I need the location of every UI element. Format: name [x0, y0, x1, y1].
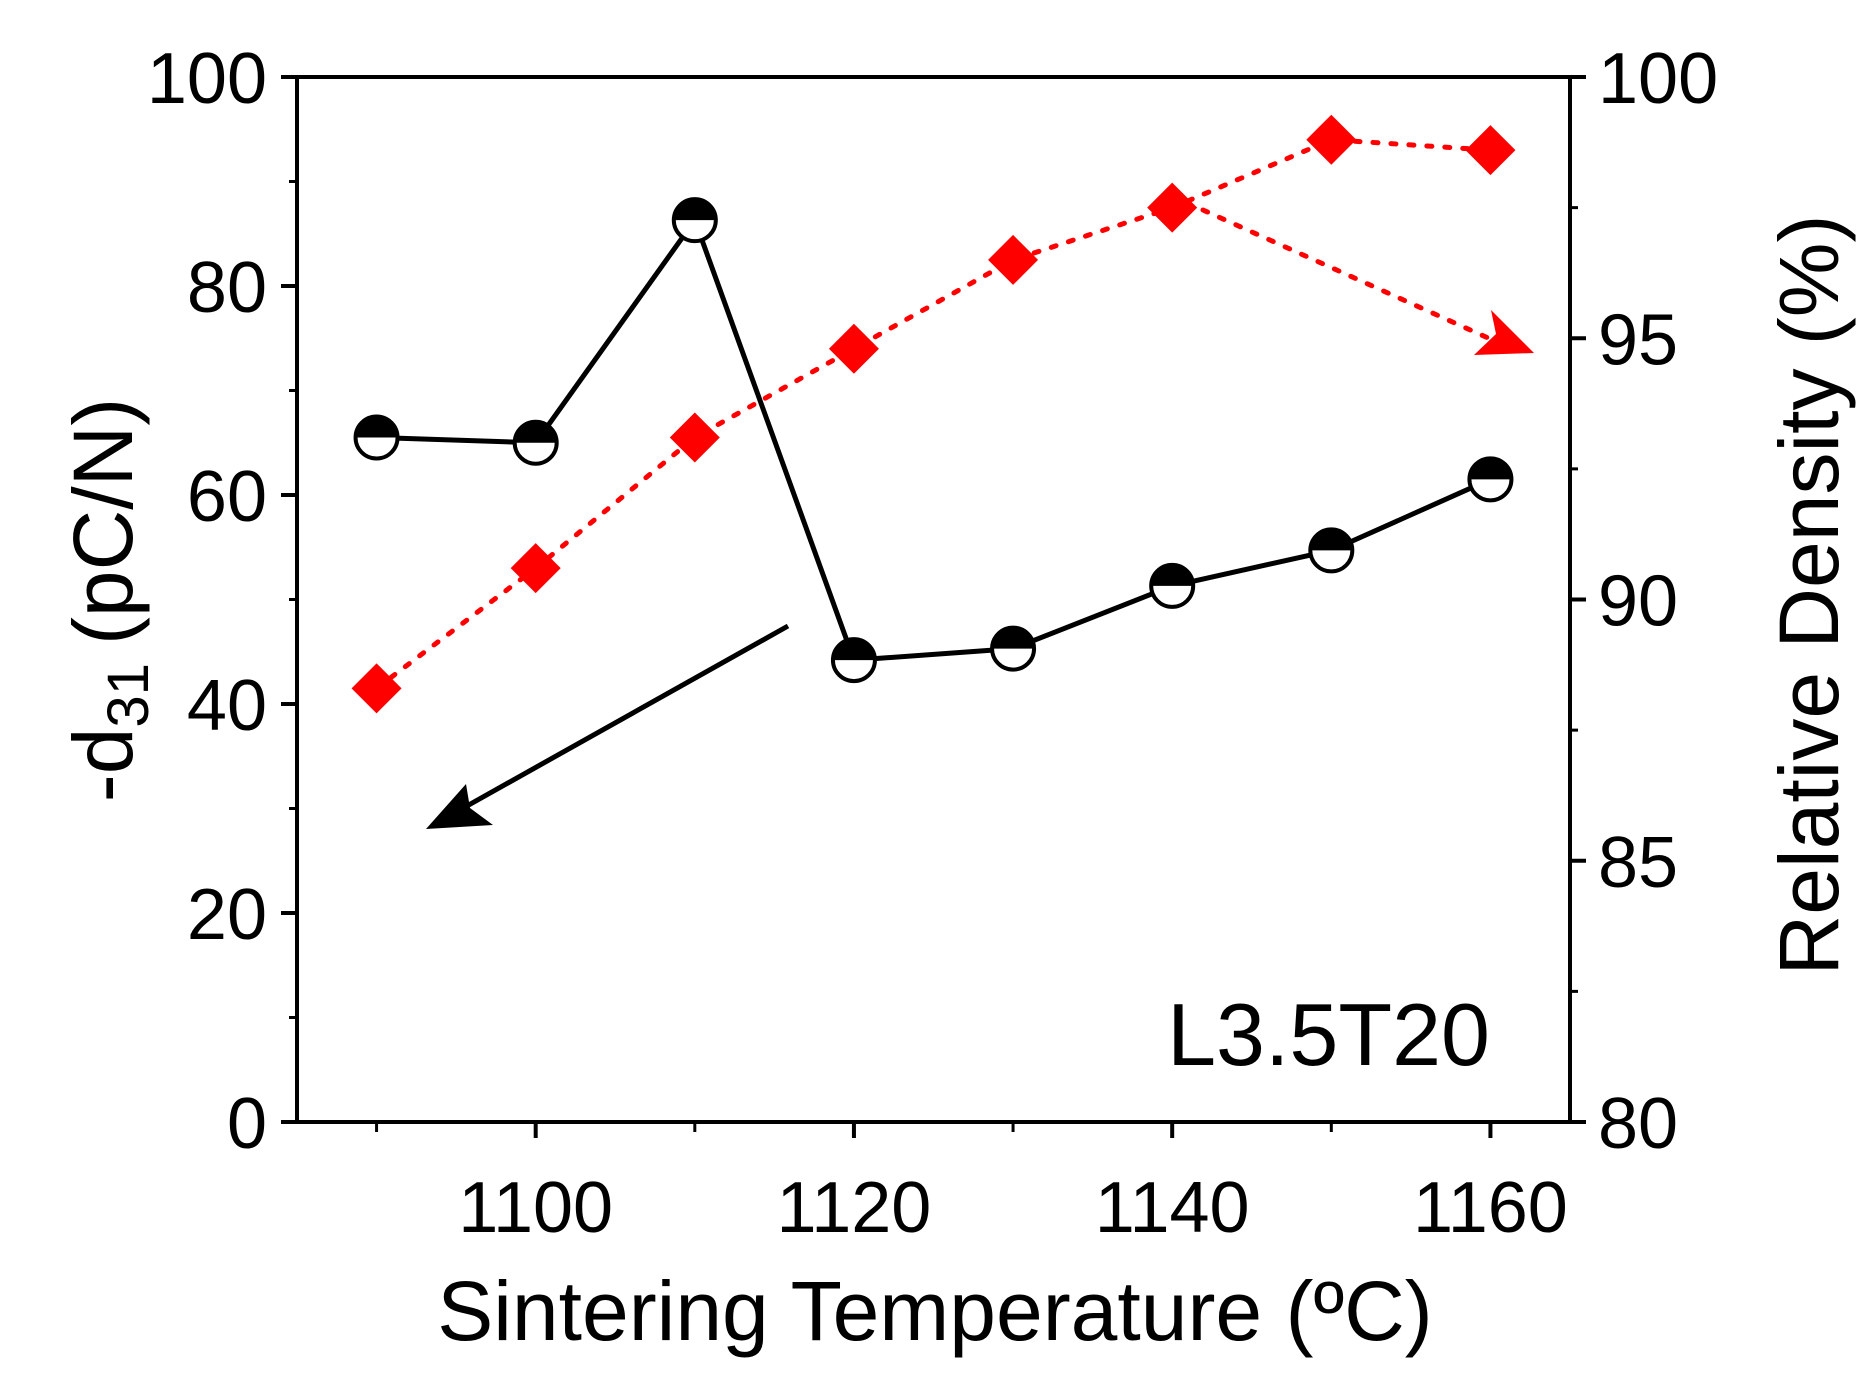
x-tick-label: 1140 — [1095, 1168, 1250, 1248]
density-point — [1306, 114, 1357, 165]
d31-marker-outline — [1308, 527, 1355, 574]
left-tick-label: 80 — [187, 248, 267, 328]
density-point — [669, 412, 720, 463]
x-tick-label: 1100 — [458, 1168, 613, 1248]
d31-marker-top-half — [673, 199, 716, 221]
density-point — [828, 323, 879, 374]
d31-point — [1149, 562, 1196, 609]
d31-series — [353, 197, 1514, 684]
d31-marker-outline — [671, 197, 718, 244]
left-axis-title-suffix: (pC/N) — [56, 398, 150, 645]
d31-line-segment — [692, 219, 857, 661]
d31-point — [1467, 456, 1514, 503]
d31-marker-top-half — [1310, 529, 1353, 551]
right-axis-title: Relative Density (%) — [1762, 215, 1856, 976]
left-tick-label: 60 — [187, 457, 267, 537]
density-point — [988, 234, 1039, 285]
d31-marker-top-half — [1151, 564, 1194, 586]
d31-marker-top-half — [832, 639, 875, 661]
d31-point — [353, 414, 400, 461]
d31-marker-top-half — [514, 421, 557, 443]
d31-marker-outline — [1149, 562, 1196, 609]
density-point — [1147, 182, 1198, 233]
x-tick-label: 1120 — [777, 1168, 932, 1248]
left-axis-title-prefix: -d — [56, 728, 150, 803]
d31-point — [830, 637, 877, 684]
density-point — [510, 543, 561, 594]
left-tick-label: 40 — [187, 666, 267, 746]
d31-marker-outline — [353, 414, 400, 461]
d31-line-segment — [376, 435, 536, 446]
left-tick-label: 100 — [147, 39, 267, 119]
density-series — [351, 114, 1516, 714]
d31-marker-top-half — [1469, 458, 1512, 480]
d31-point — [1308, 527, 1355, 574]
plot-frame — [295, 75, 1572, 1124]
d31-line-segment — [533, 218, 697, 445]
d31-line-segment — [1330, 477, 1492, 553]
left-axis-title-subscript: 31 — [96, 663, 161, 728]
x-tick-label: 1160 — [1413, 1168, 1568, 1248]
left-tick-label: 20 — [187, 875, 267, 955]
left-tick-label: 0 — [227, 1084, 267, 1164]
density-line — [374, 137, 1493, 691]
d31-line-segment — [1171, 547, 1332, 589]
left-axis-ticks: 0 20 40 60 80 100 — [147, 39, 297, 1164]
sample-label: L3.5T20 — [1167, 985, 1490, 1084]
left-axis-title: -d31 (pC/N) — [56, 398, 161, 803]
d31-line-segment — [1012, 583, 1174, 651]
d31-marker-top-half — [355, 416, 398, 438]
d31-point — [671, 197, 718, 244]
d31-marker-outline — [512, 419, 559, 466]
density-point — [351, 663, 402, 714]
d31-line-segment — [853, 646, 1014, 663]
right-axis-arrow — [1200, 207, 1534, 355]
right-tick-label: 100 — [1598, 39, 1718, 119]
left-axis-arrow — [426, 623, 790, 829]
right-tick-label: 85 — [1598, 823, 1678, 903]
right-tick-label: 80 — [1598, 1084, 1678, 1164]
d31-marker-top-half — [992, 627, 1035, 649]
right-tick-label: 90 — [1598, 562, 1678, 642]
d31-point — [990, 625, 1037, 672]
d31-marker-outline — [830, 637, 877, 684]
d31-marker-outline — [1467, 456, 1514, 503]
x-axis-title: Sintering Temperature (ºC) — [437, 1264, 1433, 1358]
x-axis-ticks: 1100 1120 1140 1160 — [375, 1122, 1568, 1248]
right-tick-label: 95 — [1598, 300, 1678, 380]
d31-marker-outline — [990, 625, 1037, 672]
density-point — [1465, 125, 1516, 176]
d31-point — [512, 419, 559, 466]
right-axis-ticks: 80 85 90 95 100 — [1570, 39, 1718, 1164]
